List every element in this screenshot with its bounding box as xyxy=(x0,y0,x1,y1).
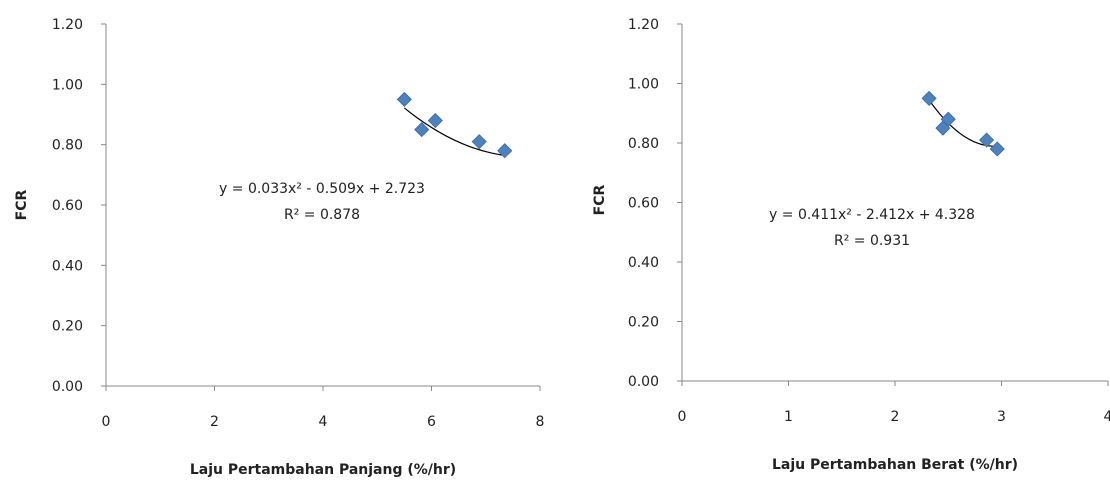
chart-right-x-tick-label: 4 xyxy=(1104,409,1110,425)
chart-right: y = 0.411x² - 2.412x + 4.328 R² = 0.931 … xyxy=(592,17,1110,473)
chart-left-y-tick-label: 0.40 xyxy=(52,258,83,274)
chart-right-data-point xyxy=(940,111,956,127)
chart-left-x-tick-label: 8 xyxy=(536,414,545,430)
chart-left-y-tick-label: 0.80 xyxy=(52,138,83,154)
chart-right-x-tick-label: 2 xyxy=(891,409,900,425)
chart-left-y-tick-label: 0.20 xyxy=(52,319,83,335)
chart-left-data-point xyxy=(427,112,443,129)
chart-left-y-tick-label: 0.60 xyxy=(52,198,83,214)
chart-left-x-tick-label: 0 xyxy=(102,414,111,430)
chart-left-trendline xyxy=(404,107,505,156)
chart-right-x-axis-title: Laju Pertambahan Berat (%/hr) xyxy=(772,457,1018,473)
chart-right-y-tick-label: 0.00 xyxy=(628,374,659,390)
chart-right-data-point xyxy=(989,141,1005,157)
chart-left: y = 0.033x² - 0.509x + 2.723 R² = 0.878 … xyxy=(14,17,544,478)
chart-left-data-point xyxy=(471,134,487,150)
chart-right-equation: y = 0.411x² - 2.412x + 4.328 xyxy=(769,207,975,223)
chart-right-x-tick-label: 3 xyxy=(997,409,1006,425)
chart-left-data-point xyxy=(414,122,430,138)
chart-right-x-tick-label: 1 xyxy=(784,409,793,425)
chart-left-y-tick-label: 1.20 xyxy=(52,17,83,33)
chart-left-equation: y = 0.033x² - 0.509x + 2.723 xyxy=(219,181,425,197)
chart-left-x-tick-label: 2 xyxy=(210,414,219,430)
chart-right-data-point xyxy=(979,132,995,148)
chart-left-y-axis-title: FCR xyxy=(14,189,30,220)
chart-right-y-tick-label: 1.00 xyxy=(628,77,659,93)
chart-left-data-point xyxy=(497,143,513,159)
chart-left-y-tick-label: 0.00 xyxy=(52,379,83,395)
chart-right-x-tick-label: 0 xyxy=(678,409,687,425)
chart-right-y-tick-label: 0.80 xyxy=(628,136,659,152)
chart-left-x-tick-label: 4 xyxy=(319,414,328,430)
chart-right-data-point xyxy=(921,90,937,106)
chart-right-y-tick-label: 1.20 xyxy=(628,17,659,33)
chart-right-y-axis-title: FCR xyxy=(592,184,608,215)
chart-left-y-tick-label: 1.00 xyxy=(52,77,83,93)
chart-left-data-point xyxy=(396,91,412,107)
chart-right-r2: R² = 0.931 xyxy=(834,233,910,249)
chart-left-r2: R² = 0.878 xyxy=(284,207,360,223)
chart-right-y-tick-label: 0.60 xyxy=(628,196,659,212)
chart-left-x-axis-title: Laju Pertambahan Panjang (%/hr) xyxy=(190,462,456,478)
chart-left-x-tick-label: 6 xyxy=(427,414,436,430)
chart-right-y-tick-label: 0.40 xyxy=(628,255,659,271)
chart-right-y-tick-label: 0.20 xyxy=(628,315,659,331)
